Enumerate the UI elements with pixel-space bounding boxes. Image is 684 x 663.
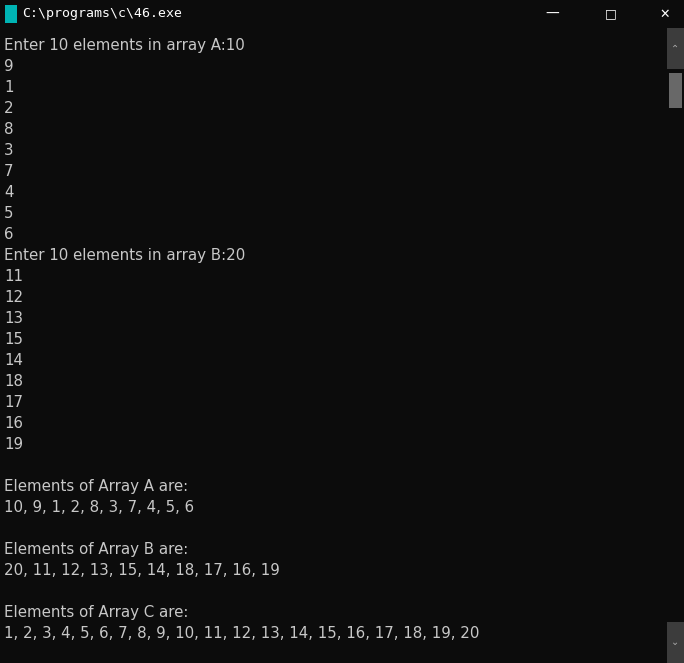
Bar — [667, 28, 684, 70]
Text: 20, 11, 12, 13, 15, 14, 18, 17, 16, 19: 20, 11, 12, 13, 15, 14, 18, 17, 16, 19 — [4, 563, 280, 578]
Text: 9: 9 — [4, 60, 14, 74]
Text: 8: 8 — [4, 123, 14, 137]
Text: 2: 2 — [4, 101, 14, 117]
Text: Enter 10 elements in array A:10: Enter 10 elements in array A:10 — [4, 38, 245, 54]
Text: C:\programs\c\46.exe: C:\programs\c\46.exe — [22, 7, 182, 20]
Text: 16: 16 — [4, 416, 23, 431]
Text: 18: 18 — [4, 374, 23, 389]
Text: ✕: ✕ — [659, 7, 670, 21]
Text: —: — — [546, 7, 560, 21]
Text: 1: 1 — [4, 80, 14, 95]
Text: 14: 14 — [4, 353, 23, 368]
Text: 19: 19 — [4, 437, 23, 452]
Text: Enter 10 elements in array B:20: Enter 10 elements in array B:20 — [4, 249, 245, 263]
Text: ⌃: ⌃ — [672, 44, 679, 54]
Text: Elements of Array C are:: Elements of Array C are: — [4, 605, 188, 620]
Text: Elements of Array B are:: Elements of Array B are: — [4, 542, 188, 557]
Text: 7: 7 — [4, 164, 14, 180]
Text: 10, 9, 1, 2, 8, 3, 7, 4, 5, 6: 10, 9, 1, 2, 8, 3, 7, 4, 5, 6 — [4, 500, 194, 515]
Text: 12: 12 — [4, 290, 23, 305]
Text: 4: 4 — [4, 186, 14, 200]
Bar — [668, 73, 683, 107]
Text: 11: 11 — [4, 269, 23, 284]
Text: 3: 3 — [4, 143, 14, 158]
Bar — [5, 5, 17, 23]
Text: 5: 5 — [4, 206, 14, 221]
Text: 13: 13 — [4, 312, 23, 326]
Bar — [667, 622, 684, 663]
Text: 6: 6 — [4, 227, 14, 243]
Text: ⌄: ⌄ — [672, 637, 679, 647]
Text: Elements of Array A are:: Elements of Array A are: — [4, 479, 188, 494]
Text: 15: 15 — [4, 332, 23, 347]
Text: 17: 17 — [4, 395, 23, 410]
Text: 1, 2, 3, 4, 5, 6, 7, 8, 9, 10, 11, 12, 13, 14, 15, 16, 17, 18, 19, 20: 1, 2, 3, 4, 5, 6, 7, 8, 9, 10, 11, 12, 1… — [4, 626, 479, 641]
Text: □: □ — [605, 7, 617, 21]
